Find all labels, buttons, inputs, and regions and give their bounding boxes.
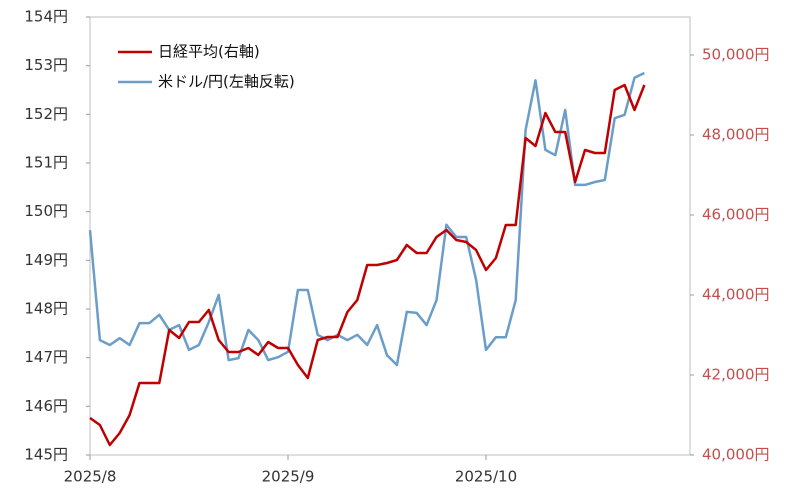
y-tick-label: 148円 [24, 300, 68, 318]
y-tick-label: 149円 [24, 251, 68, 269]
y-tick-label: 147円 [24, 348, 68, 366]
y2-tick-label: 44,000円 [702, 286, 770, 304]
y2-tick-label: 46,000円 [702, 206, 770, 224]
y2-tick-label: 50,000円 [702, 46, 770, 64]
x-tick-label: 2025/9 [262, 468, 315, 486]
y-tick-label: 152円 [24, 105, 68, 123]
y-tick-label: 145円 [24, 446, 68, 464]
y-tick-label: 154円 [24, 8, 68, 26]
series-line [88, 71, 645, 367]
x-tick-label: 2025/10 [455, 468, 517, 486]
legend-label: 米ドル/円(左軸反転) [158, 73, 295, 91]
y2-tick-label: 42,000円 [702, 366, 770, 384]
y-tick-label: 151円 [24, 154, 68, 172]
series-line [89, 83, 646, 447]
legend-label: 日経平均(右軸) [158, 43, 260, 61]
y-tick-label: 153円 [24, 56, 68, 74]
y2-tick-label: 40,000円 [702, 446, 770, 464]
x-tick-label: 2025/8 [64, 468, 117, 486]
y-tick-label: 146円 [24, 397, 68, 415]
y2-tick-label: 48,000円 [702, 126, 770, 144]
y-tick-label: 150円 [24, 202, 68, 220]
